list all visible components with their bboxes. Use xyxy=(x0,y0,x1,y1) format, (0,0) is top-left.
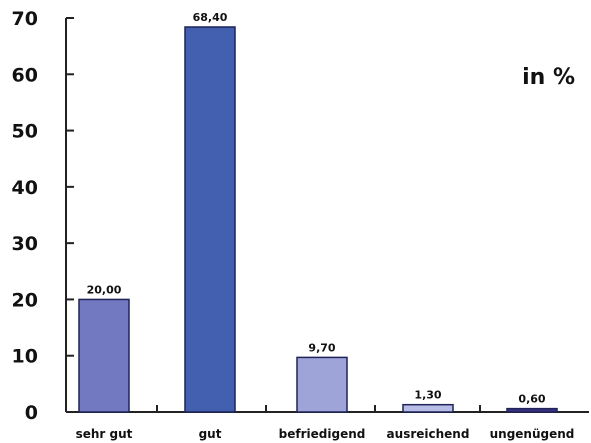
bar-ungenügend xyxy=(506,407,558,413)
bar-gut xyxy=(184,26,236,413)
x-tick-label: ausreichend xyxy=(387,427,470,441)
data-label: 1,30 xyxy=(414,389,441,402)
x-axis: sehr gut gut befriedigend ausreichend ungenü… xyxy=(66,405,589,441)
bars xyxy=(78,26,558,413)
x-tick-label: befriedigend xyxy=(279,427,366,441)
bar-ausreichend xyxy=(402,403,454,413)
y-tick-label: 30 xyxy=(12,233,38,255)
data-labels: 20,00 68,40 9,70 1,30 0,60 xyxy=(87,11,546,406)
y-tick-label: 60 xyxy=(12,64,38,86)
y-tick-label: 10 xyxy=(12,346,38,368)
y-tick-label: 50 xyxy=(12,121,38,143)
x-tick-label: ungenügend xyxy=(490,427,575,441)
data-label: 0,60 xyxy=(518,393,545,406)
y-tick-label: 40 xyxy=(12,177,38,199)
y-axis: 0 10 20 30 40 50 60 70 xyxy=(12,8,74,424)
y-tick-label: 20 xyxy=(12,289,38,311)
bar-sehr-gut xyxy=(78,298,130,413)
y-tick-label: 0 xyxy=(25,402,38,424)
y-tick-label: 70 xyxy=(12,8,38,30)
data-label: 20,00 xyxy=(87,283,122,296)
x-tick-label: sehr gut xyxy=(76,427,133,441)
data-label: 68,40 xyxy=(193,11,228,24)
unit-label: in % xyxy=(522,65,575,90)
x-tick-label: gut xyxy=(199,427,222,441)
data-label: 9,70 xyxy=(308,341,335,354)
bar-befriedigend xyxy=(296,356,348,413)
